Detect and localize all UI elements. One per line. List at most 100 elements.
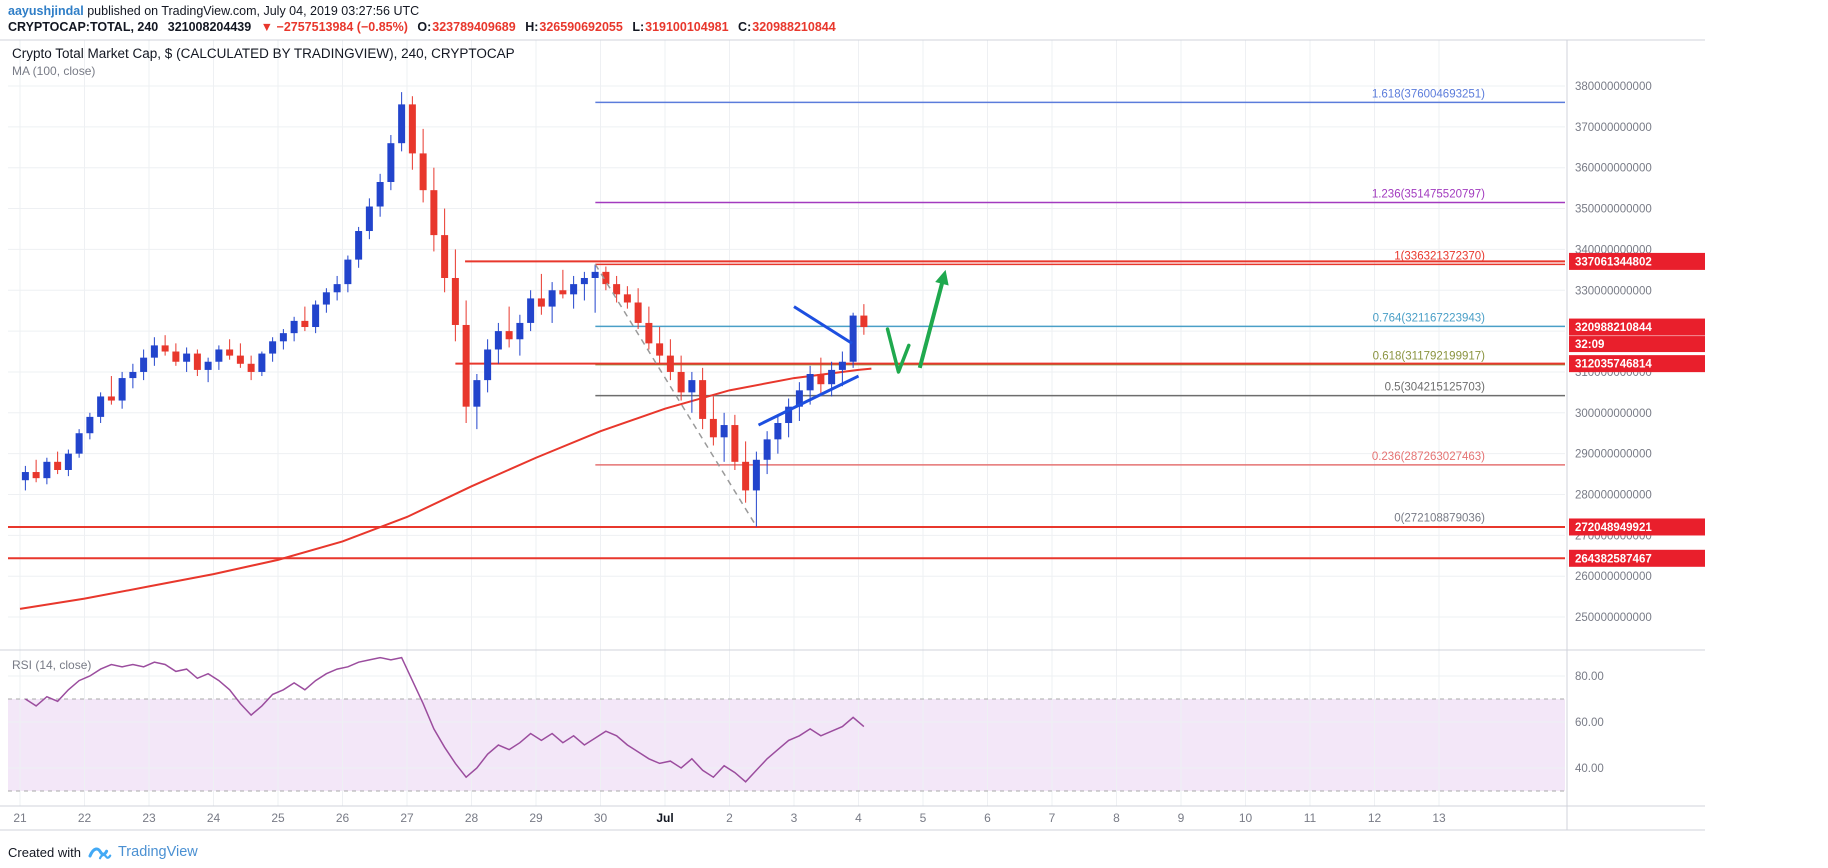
price-change: ▼ −2757513984 (−0.85%) xyxy=(260,20,408,34)
time-tick-label: 5 xyxy=(920,811,927,825)
price-tick-label: 380000000000 xyxy=(1575,81,1652,93)
candle-body xyxy=(570,284,578,295)
fib-layer: 1.618(376004693251) 1.236(351475520797) 1(… xyxy=(595,88,1565,528)
countdown-badge xyxy=(1569,336,1705,353)
price-tick-label: 360000000000 xyxy=(1575,163,1652,175)
tradingview-logo-icon xyxy=(88,847,112,860)
ma-layer xyxy=(19,367,872,610)
candle-body xyxy=(860,315,868,328)
time-tick-label: Jul xyxy=(656,811,673,825)
candle-body xyxy=(484,349,492,381)
candle-body xyxy=(430,190,438,236)
fib-label: 0(272108879036) xyxy=(1394,513,1485,525)
candle-body xyxy=(215,349,223,362)
candle-body xyxy=(355,231,363,260)
price-tick-label: 300000000000 xyxy=(1575,408,1652,420)
candle-body xyxy=(97,396,105,417)
candle-body xyxy=(516,322,524,340)
ma-indicator-label: MA (100, close) xyxy=(12,64,96,78)
annotation-layer xyxy=(594,264,949,528)
fib-label: 0.5(304215125703) xyxy=(1385,382,1486,394)
fib-label: 0.618(311792199917) xyxy=(1373,351,1486,363)
candle-body xyxy=(408,104,416,154)
candle-body xyxy=(666,355,674,372)
pane-borders xyxy=(0,39,1705,831)
time-tick-label: 9 xyxy=(1178,811,1185,825)
time-tick-label: 23 xyxy=(142,811,156,825)
ray-layer xyxy=(8,260,1565,560)
time-tick-label: 22 xyxy=(78,811,92,825)
candle-body xyxy=(269,341,277,354)
rsi-band xyxy=(8,699,1565,791)
candle-body xyxy=(580,277,588,285)
candle-body xyxy=(193,353,201,370)
candle-body xyxy=(419,153,427,191)
candle-body xyxy=(623,294,631,303)
time-tick-label: 13 xyxy=(1432,811,1446,825)
time-tick-label: 8 xyxy=(1113,811,1120,825)
time-tick-label: 24 xyxy=(207,811,221,825)
low-value: 319100104981 xyxy=(645,20,729,34)
candle-body xyxy=(150,345,158,358)
chart-title: Crypto Total Market Cap, $ (CALCULATED B… xyxy=(12,46,515,61)
candle-body xyxy=(731,425,739,462)
candle-body xyxy=(462,324,470,407)
rsi-line xyxy=(24,656,865,783)
candle-body xyxy=(365,206,373,232)
fib-trendline-dashed xyxy=(594,264,758,528)
ray-price-badge xyxy=(1569,355,1705,373)
price-axis[interactable]: 380000000000 370000000000 360000000000 3500… xyxy=(1575,81,1652,775)
candle-body xyxy=(226,349,234,356)
price-badges: 337061344802 312035746814 272048949921 2643… xyxy=(1569,252,1705,567)
candle-body xyxy=(699,380,707,419)
time-tick-label: 3 xyxy=(791,811,798,825)
grid-layer xyxy=(8,40,1565,806)
last-price-badge xyxy=(1569,318,1705,336)
rsi-tick-label: 40.00 xyxy=(1575,763,1604,775)
candle-body xyxy=(290,320,298,334)
ray-price-badge-text: 312035746814 xyxy=(1575,359,1652,371)
ray-price-badge xyxy=(1569,518,1705,536)
author-link[interactable]: aayushjindal xyxy=(8,4,84,18)
footer: Created with TradingView xyxy=(8,840,198,864)
candle-body xyxy=(795,390,803,407)
candle-body xyxy=(204,361,212,370)
byline: aayushjindal published on TradingView.co… xyxy=(8,4,419,18)
candle-layer xyxy=(21,92,868,527)
close-label: C: xyxy=(738,20,752,34)
time-tick-label: 25 xyxy=(271,811,285,825)
drawn-trendline-blue xyxy=(793,305,853,345)
time-axis[interactable]: 21 22 23 24 25 26 27 28 29 30 Jul 2 3 4 5 6 7 8 9 10 11 12 13 xyxy=(13,811,1446,825)
candle-body xyxy=(763,439,771,460)
time-tick-label: 6 xyxy=(984,811,991,825)
candle-body xyxy=(43,461,51,479)
price-tick-label: 290000000000 xyxy=(1575,449,1652,461)
drawn-check-mark xyxy=(885,327,911,374)
ray-price-badge xyxy=(1569,549,1705,567)
tradingview-brand-link[interactable]: TradingView xyxy=(117,844,198,860)
byline-text: published on TradingView.com, July 04, 2… xyxy=(83,4,420,18)
created-with-text: Created with xyxy=(8,844,81,860)
candle-body xyxy=(64,453,72,470)
fib-label: 0.764(321167223943) xyxy=(1373,312,1486,324)
candle-body xyxy=(591,271,599,278)
candle-body xyxy=(494,331,502,350)
time-tick-label: 30 xyxy=(594,811,608,825)
candle-body xyxy=(527,298,535,323)
close-value: 320988210844 xyxy=(752,20,836,34)
candle-body xyxy=(602,271,610,285)
last-price: 321008204439 xyxy=(167,20,252,34)
time-tick-label: 4 xyxy=(855,811,862,825)
candle-body xyxy=(645,322,653,344)
candle-body xyxy=(322,292,330,305)
high-label: H: xyxy=(525,20,539,34)
candle-body xyxy=(54,461,62,470)
candle-body xyxy=(505,331,513,340)
price-tick-label: 280000000000 xyxy=(1575,490,1652,502)
ma-line xyxy=(19,367,872,610)
candle-body xyxy=(344,259,352,285)
fib-label: 1(336321372370) xyxy=(1394,250,1485,262)
candle-body xyxy=(247,363,255,372)
symbol-ohlc-line: CRYPTOCAP:TOTAL, 240 321008204439 ▼ −275… xyxy=(8,20,842,34)
